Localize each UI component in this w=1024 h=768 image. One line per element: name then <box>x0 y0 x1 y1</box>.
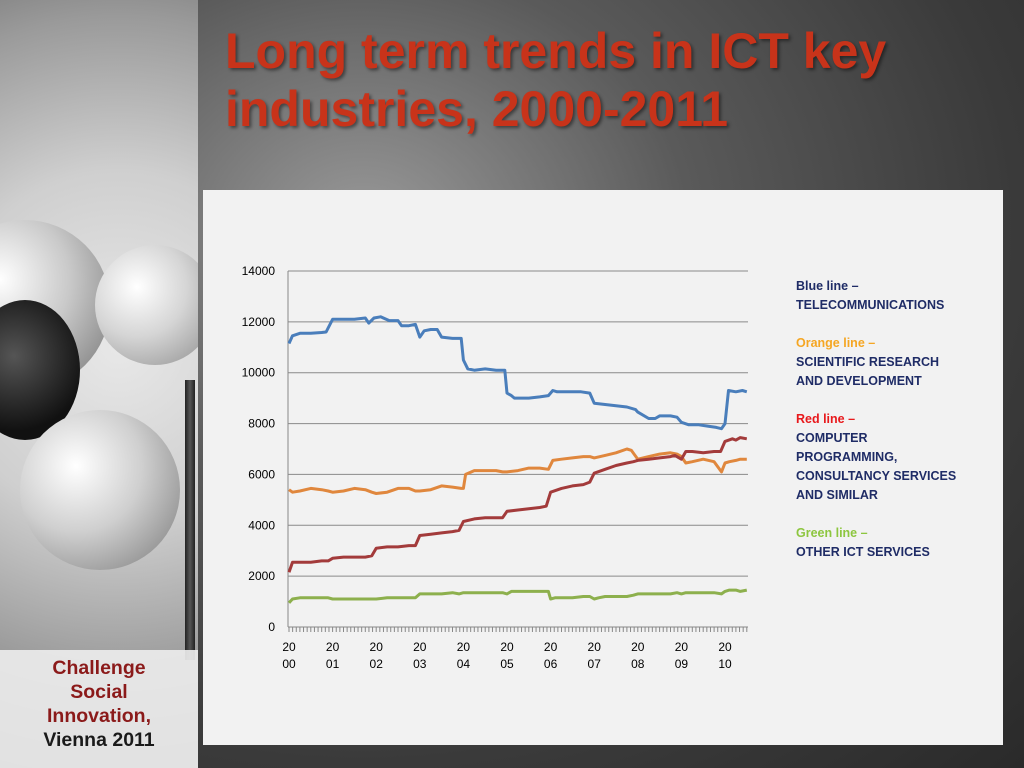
x-tick-label-2008-bottom: 08 <box>631 657 645 671</box>
x-tick-label-2000-bottom: 00 <box>282 657 296 671</box>
badge-line-2: Social <box>70 681 128 703</box>
legend-item-red: Red line – COMPUTER PROGRAMMING, CONSULT… <box>796 410 996 505</box>
decorative-photo-panel <box>0 0 198 768</box>
badge-line-1: Challenge <box>52 657 146 679</box>
chart-legend: Blue line – TELECOMMUNICATIONS Orange li… <box>796 277 996 581</box>
legend-orange-head: Orange line – <box>796 336 876 350</box>
x-tick-label-2010-top: 20 <box>718 640 732 654</box>
legend-green-head: Green line – <box>796 526 868 540</box>
x-tick-label-2006-bottom: 06 <box>544 657 558 671</box>
x-tick-label-2009-top: 20 <box>675 640 689 654</box>
legend-blue-desc: TELECOMMUNICATIONS <box>796 298 945 312</box>
x-tick-label-2001-bottom: 01 <box>326 657 340 671</box>
y-tick-label-12000: 12000 <box>242 315 276 329</box>
legend-item-blue: Blue line – TELECOMMUNICATIONS <box>796 277 996 315</box>
x-tick-label-2005-top: 20 <box>500 640 514 654</box>
molecule-ball-center <box>95 245 198 365</box>
x-tick-label-2003-top: 20 <box>413 640 427 654</box>
x-tick-label-2002-bottom: 02 <box>370 657 384 671</box>
x-tick-label-2003-bottom: 03 <box>413 657 427 671</box>
x-tick-label-2010-bottom: 10 <box>718 657 732 671</box>
y-tick-label-2000: 2000 <box>248 569 275 583</box>
badge-line-4: Vienna 2011 <box>43 729 155 751</box>
x-tick-label-2005-bottom: 05 <box>500 657 514 671</box>
x-tick-label-2002-top: 20 <box>370 640 384 654</box>
y-tick-label-8000: 8000 <box>248 417 275 431</box>
y-tick-label-14000: 14000 <box>242 264 276 278</box>
legend-red-desc: COMPUTER PROGRAMMING, CONSULTANCY SERVIC… <box>796 431 957 502</box>
legend-red-head: Red line – <box>796 412 856 426</box>
event-badge: Challenge Social Innovation, Vienna 2011 <box>0 650 198 768</box>
legend-item-green: Green line – OTHER ICT SERVICES <box>796 524 996 562</box>
legend-orange-desc: SCIENTIFIC RESEARCH AND DEVELOPMENT <box>796 355 940 388</box>
x-tick-label-2007-bottom: 07 <box>588 657 602 671</box>
series-line-green <box>287 588 748 604</box>
y-tick-label-0: 0 <box>268 620 275 634</box>
x-tick-label-2004-top: 20 <box>457 640 471 654</box>
x-tick-label-2001-top: 20 <box>326 640 340 654</box>
legend-green-desc: OTHER ICT SERVICES <box>796 545 930 559</box>
series-line-red <box>287 436 748 573</box>
x-tick-label-2006-top: 20 <box>544 640 558 654</box>
y-tick-label-6000: 6000 <box>248 467 275 481</box>
x-tick-label-2007-top: 20 <box>588 640 602 654</box>
x-tick-label-2004-bottom: 04 <box>457 657 471 671</box>
x-tick-label-2008-top: 20 <box>631 640 645 654</box>
molecule-rod <box>185 380 195 660</box>
y-tick-label-4000: 4000 <box>248 518 275 532</box>
molecule-ball-lower <box>20 410 180 570</box>
line-chart: 0200040006000800010000120001400020002001… <box>242 264 748 671</box>
x-tick-label-2009-bottom: 09 <box>675 657 689 671</box>
series-line-orange <box>288 447 747 495</box>
y-tick-label-10000: 10000 <box>242 366 276 380</box>
x-tick-label-2000-top: 20 <box>282 640 296 654</box>
slide-title: Long term trends in ICT key industries, … <box>225 23 887 137</box>
badge-line-3: Innovation, <box>47 705 151 727</box>
legend-item-orange: Orange line – SCIENTIFIC RESEARCH AND DE… <box>796 334 996 391</box>
series-line-blue <box>287 315 748 431</box>
chart-panel: 0 2000 4000 6000 8000 10000 12000 14000 20 00 20 01… <box>203 190 1003 745</box>
legend-blue-head: Blue line – <box>796 279 859 293</box>
